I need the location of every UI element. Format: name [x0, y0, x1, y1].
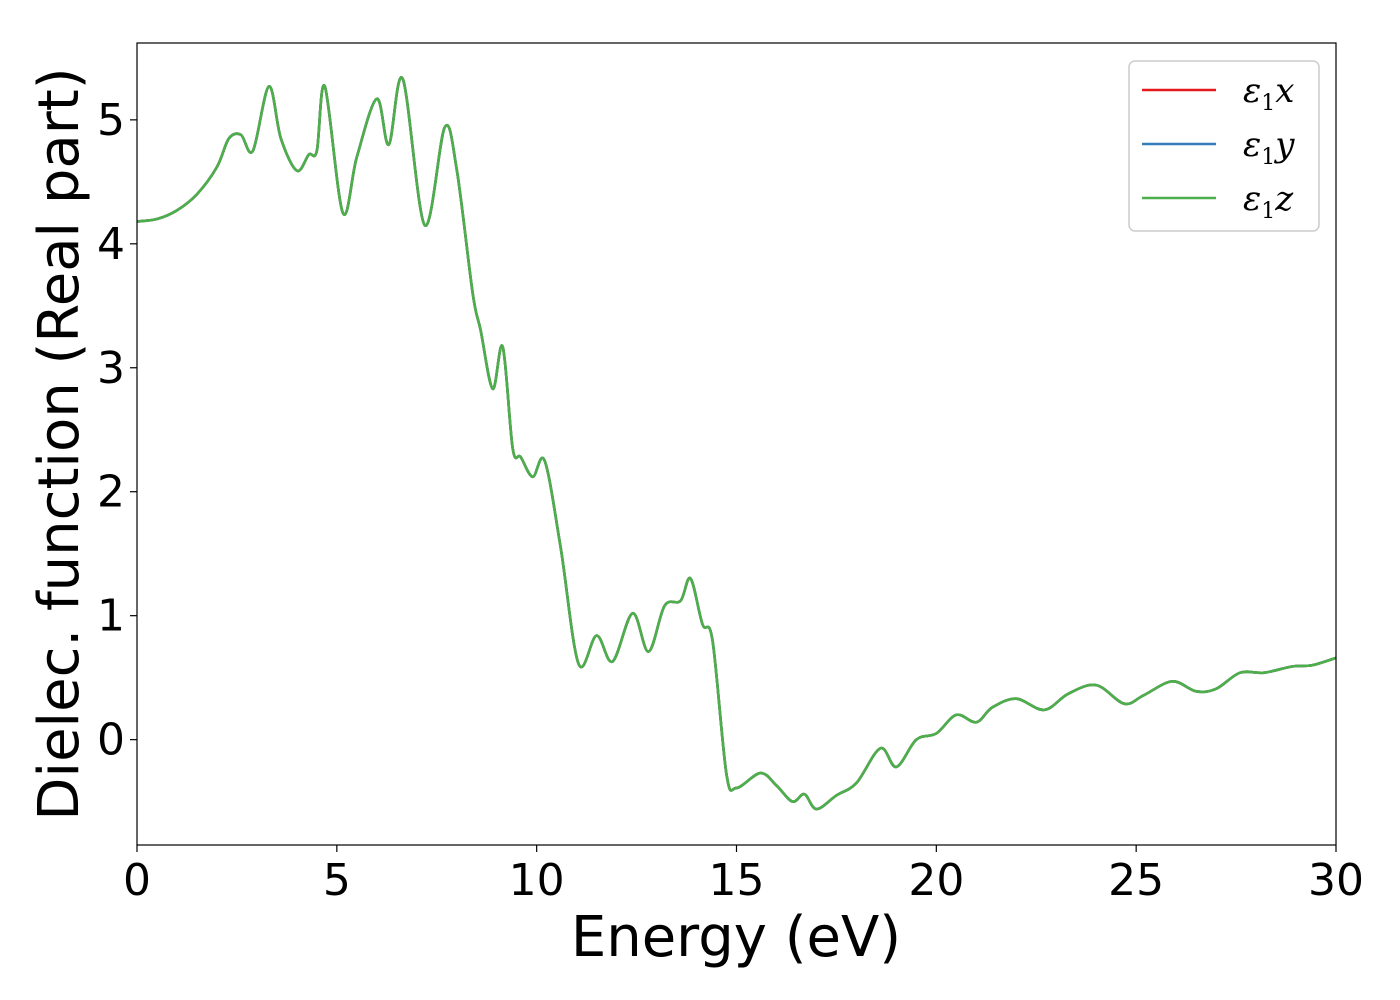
x-tick-label: 0 — [123, 855, 151, 906]
x-tick-label: 20 — [908, 855, 964, 906]
x-tick-label: 25 — [1108, 855, 1164, 906]
y-axis-label: Dielec. function (Real part) — [27, 67, 92, 820]
series-layer — [137, 76, 1336, 811]
x-tick-label: 10 — [509, 855, 565, 906]
legend-label-2: ε1y — [1243, 125, 1295, 170]
legend-label-3: ε1z — [1243, 179, 1294, 224]
legend-box — [1128, 60, 1320, 232]
y-tick-label: 5 — [97, 95, 125, 146]
x-axis-label: Energy (eV) — [571, 905, 901, 970]
y-tick-label: 2 — [97, 467, 125, 518]
y-tick-label: 0 — [97, 715, 125, 766]
y-tick-label: 1 — [97, 591, 125, 642]
x-tick-label: 15 — [709, 855, 765, 906]
x-tick-label: 5 — [323, 855, 351, 906]
y-tick-label: 3 — [97, 343, 125, 394]
legend-label-1: ε1x — [1243, 71, 1294, 116]
series-line-3 — [137, 76, 1336, 811]
x-tick-label: 30 — [1308, 855, 1364, 906]
legend: ε1x ε1y ε1z — [1128, 60, 1320, 232]
x-axis-ticks: 0 5 10 15 20 25 30 — [123, 845, 1364, 906]
y-axis-ticks: 0 1 2 3 4 5 — [97, 95, 137, 766]
y-tick-label: 4 — [97, 219, 125, 270]
